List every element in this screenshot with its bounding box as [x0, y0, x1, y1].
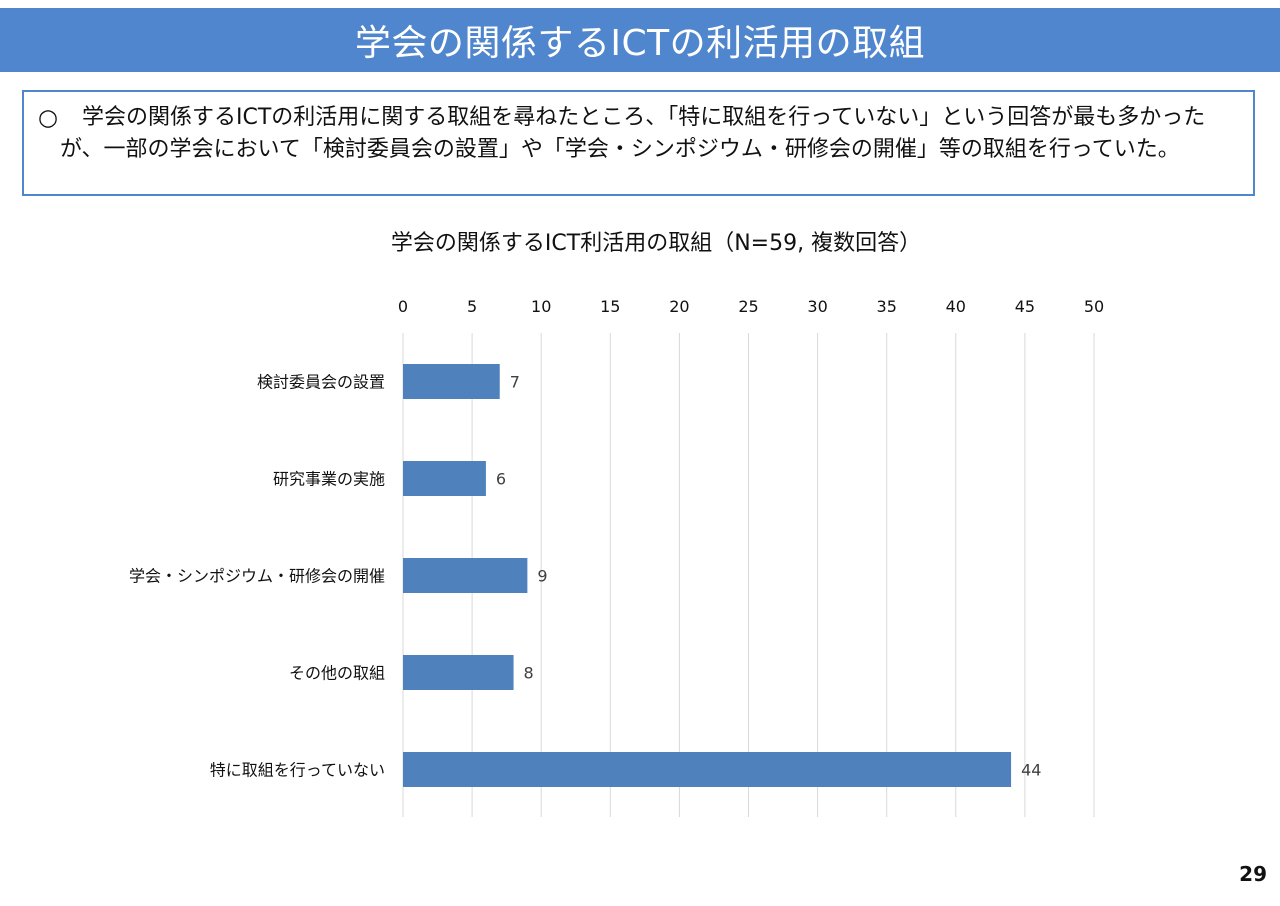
data-label: 6	[496, 470, 506, 489]
chart-title: 学会の関係するICT利活用の取組（N=59, 複数回答）	[391, 231, 921, 256]
data-label: 9	[537, 567, 547, 586]
summary-text: 学会の関係するICTの利活用に関する取組を尋ねたところ、「特に取組を行っていない…	[60, 105, 1206, 162]
bar-chart: 学会の関係するICT利活用の取組（N=59, 複数回答） 0 5 10 15 20 25 3…	[129, 231, 1104, 817]
bar	[403, 655, 514, 690]
x-tick-label: 30	[807, 297, 827, 316]
bar	[403, 461, 486, 496]
category-label: 学会・シンポジウム・研修会の開催	[129, 567, 385, 586]
bar	[403, 364, 500, 399]
page-number: 29	[1239, 862, 1267, 886]
data-label: 44	[1021, 761, 1041, 780]
x-tick-label: 15	[600, 297, 620, 316]
summary-box: ○ 学会の関係するICTの利活用に関する取組を尋ねたところ、「特に取組を行ってい…	[22, 90, 1255, 196]
x-tick-label: 35	[877, 297, 897, 316]
chart-bars	[403, 364, 1012, 787]
page-title: 学会の関係するICTの利活用の取組	[354, 23, 926, 64]
x-tick-label: 5	[467, 297, 477, 316]
x-tick-label: 25	[738, 297, 758, 316]
category-label: 研究事業の実施	[273, 470, 385, 489]
data-label: 8	[524, 664, 534, 683]
title-bar: 学会の関係するICTの利活用の取組	[0, 8, 1280, 72]
x-axis-ticks: 0 5 10 15 20 25 30 35 40 45 50	[398, 297, 1104, 316]
bar	[403, 752, 1012, 787]
category-label: 検討委員会の設置	[257, 373, 385, 392]
chart-gridlines	[402, 333, 1095, 817]
category-label: その他の取組	[289, 664, 385, 683]
x-tick-label: 50	[1084, 297, 1104, 316]
summary-bullet: ○	[38, 105, 59, 131]
x-tick-label: 40	[946, 297, 966, 316]
x-tick-label: 10	[531, 297, 551, 316]
data-label: 7	[510, 373, 520, 392]
bar	[403, 558, 528, 593]
x-tick-label: 20	[669, 297, 689, 316]
x-tick-label: 45	[1015, 297, 1035, 316]
category-label: 特に取組を行っていない	[210, 761, 385, 780]
x-tick-label: 0	[398, 297, 408, 316]
category-labels: 検討委員会の設置研究事業の実施学会・シンポジウム・研修会の開催その他の取組特に取…	[129, 373, 385, 780]
data-labels: 7 6 9 8 44	[496, 373, 1042, 780]
